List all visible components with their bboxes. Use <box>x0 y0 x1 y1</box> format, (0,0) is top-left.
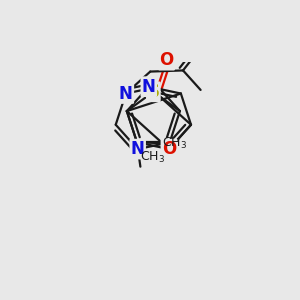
Text: N: N <box>142 78 156 96</box>
Text: S: S <box>147 83 159 101</box>
Text: O: O <box>162 140 176 158</box>
Text: N: N <box>131 140 145 158</box>
Text: CH$_3$: CH$_3$ <box>162 136 187 151</box>
Text: CH$_3$: CH$_3$ <box>140 149 166 165</box>
Text: N: N <box>119 85 133 103</box>
Text: O: O <box>159 51 174 69</box>
